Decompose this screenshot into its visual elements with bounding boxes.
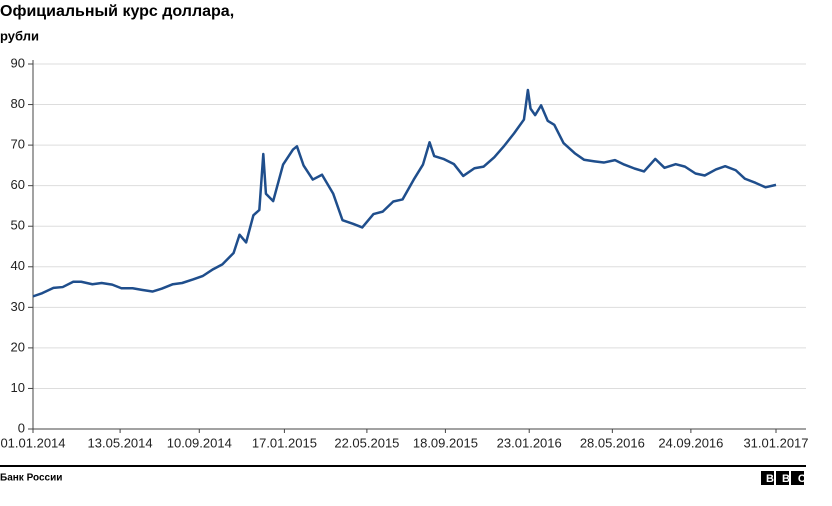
x-tick-label: 10.09.2014 [167,435,232,450]
line-series [32,88,777,298]
x-tick-label: 31.01.2017 [743,435,808,450]
y-tick-label: 40 [11,258,25,273]
x-tick-label: 22.05.2015 [334,435,399,450]
y-tick-label: 80 [11,96,25,111]
x-tick-label: 17.01.2015 [252,435,317,450]
bbc-logo: BBC [761,471,814,485]
y-tick-label: 10 [11,380,25,395]
chart-subtitle: рубли [0,28,39,43]
y-tick-label: 60 [11,177,25,192]
source: Банк России [0,473,62,484]
y-tick-label: 20 [11,339,25,354]
x-tick-label: 13.05.2014 [88,435,153,450]
x-tick-label: 23.01.2016 [497,435,562,450]
y-tick-label: 90 [11,55,25,70]
x-tick-label: 24.09.2016 [658,435,723,450]
x-tick-label: 01.01.2014 [0,435,65,450]
x-tick-label: 28.05.2016 [580,435,645,450]
x-tick-label: 18.09.2015 [413,435,478,450]
y-tick-label: 30 [11,299,25,314]
logo-text: BBC [766,473,814,485]
chart-title: Официальный курс доллара, [0,3,234,20]
y-tick-label: 50 [11,218,25,233]
y-tick-label: 70 [11,137,25,152]
y-tick-label: 0 [18,420,25,435]
